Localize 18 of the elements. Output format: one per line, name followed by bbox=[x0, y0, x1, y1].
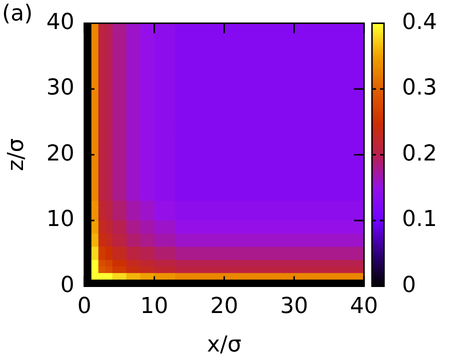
y-axis-title: z/σ bbox=[4, 138, 29, 172]
text: (a) bbox=[2, 2, 33, 27]
x-tick-label: 20 bbox=[210, 294, 238, 320]
color-bar-label: 0.3 bbox=[402, 76, 437, 101]
y-tick-label: 20 bbox=[46, 141, 74, 166]
color-bar-label: 0 bbox=[402, 272, 416, 298]
x-tick-label: 30 bbox=[280, 294, 308, 320]
y-tick-label: 40 bbox=[46, 10, 74, 35]
x-tick-label: 0 bbox=[77, 294, 92, 320]
x-tick-label: 10 bbox=[140, 294, 168, 320]
color-bar-label: 0.1 bbox=[402, 207, 437, 232]
x-tick-label: 40 bbox=[350, 294, 378, 320]
x-axis-title: x/σ bbox=[207, 332, 242, 358]
y-tick-label: 10 bbox=[46, 207, 74, 232]
color-bar-label: 0.4 bbox=[402, 10, 437, 35]
y-tick-label: 0 bbox=[60, 272, 74, 298]
color-bar-label: 0.2 bbox=[402, 141, 437, 166]
y-tick-label: 30 bbox=[46, 76, 74, 101]
